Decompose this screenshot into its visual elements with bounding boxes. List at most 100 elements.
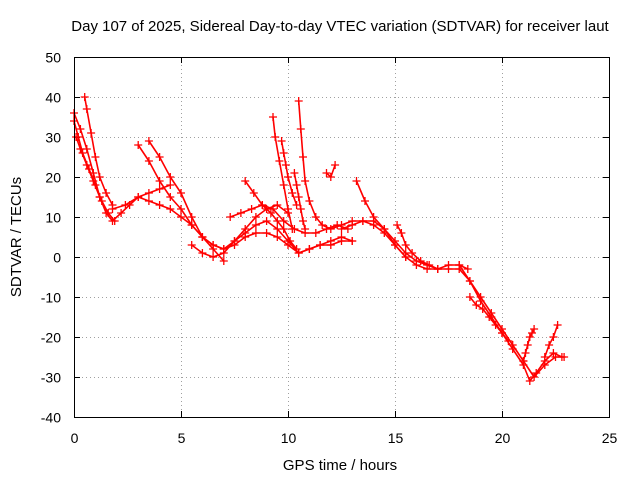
data-point-marker <box>177 205 185 213</box>
series-band <box>396 224 439 270</box>
data-point-marker <box>296 205 305 213</box>
data-point-marker <box>316 241 325 249</box>
data-point-marker <box>416 257 425 265</box>
data-point-marker <box>209 245 218 253</box>
data-point-marker <box>281 161 290 169</box>
data-point-marker <box>247 205 256 213</box>
data-point-marker <box>380 225 389 233</box>
data-point-marker <box>553 321 562 329</box>
data-point-marker <box>262 217 271 225</box>
data-point-marker <box>348 237 357 245</box>
series-track-12 <box>277 137 301 209</box>
series-band <box>73 120 116 222</box>
data-point-marker <box>525 377 534 385</box>
data-point-marker <box>299 153 307 161</box>
data-point-marker <box>425 261 434 269</box>
data-point-marker <box>326 237 335 245</box>
data-point-marker <box>102 189 111 197</box>
x-tick-label: 15 <box>388 430 404 446</box>
data-point-marker <box>465 293 474 301</box>
data-point-marker <box>290 169 299 177</box>
series-band <box>75 136 101 198</box>
data-point-marker <box>108 205 117 213</box>
series-track-15 <box>322 161 340 181</box>
data-point-marker <box>230 237 239 245</box>
series-track-11 <box>269 113 297 233</box>
data-point-marker <box>305 197 314 205</box>
series-track-18 <box>393 221 442 273</box>
data-point-marker <box>251 229 260 237</box>
data-point-marker <box>549 349 558 357</box>
data-point-marker <box>219 257 228 265</box>
data-point-marker <box>311 213 320 221</box>
data-point-marker <box>358 217 367 225</box>
data-point-marker <box>166 181 175 189</box>
data-point-marker <box>504 337 513 345</box>
data-point-marker <box>91 153 100 161</box>
data-point-marker <box>110 217 119 225</box>
data-point-marker <box>557 353 566 361</box>
data-point-marker <box>121 201 130 209</box>
data-point-marker <box>337 233 346 241</box>
series-band <box>340 220 565 378</box>
series-band <box>83 96 114 206</box>
data-point-marker <box>166 193 175 201</box>
series-track-22 <box>540 321 562 361</box>
data-point-marker <box>241 233 250 241</box>
data-point-marker <box>491 321 500 329</box>
data-point-marker <box>273 201 282 209</box>
data-point-marker <box>155 177 164 185</box>
data-point-marker <box>301 225 310 233</box>
data-point-marker <box>87 129 96 137</box>
data-point-marker <box>258 201 267 209</box>
data-point-marker <box>155 185 164 193</box>
data-point-marker <box>532 369 541 377</box>
x-axis-title: GPS time / hours <box>283 457 397 474</box>
x-axis-tick-labels: 0 5 10 15 20 25 <box>71 430 618 446</box>
data-point-marker <box>352 177 361 185</box>
data-point-marker <box>144 197 153 205</box>
data-point-marker <box>408 249 417 257</box>
data-point-marker <box>72 133 81 141</box>
y-tick-label: 0 <box>53 250 61 266</box>
series-track-4 <box>72 133 104 201</box>
y-axis-tick-labels: -40 -30 -20 -10 0 10 20 30 40 50 <box>41 50 61 426</box>
data-point-marker <box>311 229 320 237</box>
series-band <box>148 140 225 262</box>
chart-title: Day 107 of 2025, Sidereal Day-to-day VTE… <box>71 18 609 35</box>
data-point-marker <box>155 153 164 161</box>
data-point-marker <box>286 237 295 245</box>
series-track-13 <box>294 97 410 261</box>
data-point-marker <box>301 177 310 185</box>
data-point-marker <box>296 125 305 133</box>
series-track-10 <box>241 177 301 253</box>
y-tick-label: 40 <box>45 90 61 106</box>
data-point-marker <box>521 349 530 357</box>
y-tick-label: -40 <box>41 410 61 426</box>
series-band <box>543 324 559 358</box>
data-point-marker <box>545 341 554 349</box>
data-point-marker <box>144 189 153 197</box>
data-point-marker <box>508 345 517 353</box>
data-point-marker <box>412 261 421 269</box>
series-band <box>190 204 289 258</box>
data-point-marker <box>144 157 153 165</box>
data-point-marker <box>401 253 410 261</box>
data-point-marker <box>498 329 506 337</box>
data-point-marker <box>485 313 494 321</box>
data-point-marker <box>279 225 288 233</box>
data-point-marker <box>155 201 164 209</box>
data-point-marker <box>476 297 485 305</box>
series-track-19 <box>455 261 566 385</box>
data-point-marker <box>262 229 271 237</box>
y-tick-label: -20 <box>41 330 61 346</box>
series-track-16 <box>337 217 569 381</box>
data-point-marker <box>288 189 297 197</box>
y-tick-label: 20 <box>45 170 61 186</box>
data-point-marker <box>177 189 185 197</box>
data-point-marker <box>166 173 175 181</box>
data-point-marker <box>82 105 91 113</box>
data-point-marker <box>361 197 369 205</box>
series-track-20 <box>465 293 513 345</box>
data-point-marker <box>277 137 286 145</box>
